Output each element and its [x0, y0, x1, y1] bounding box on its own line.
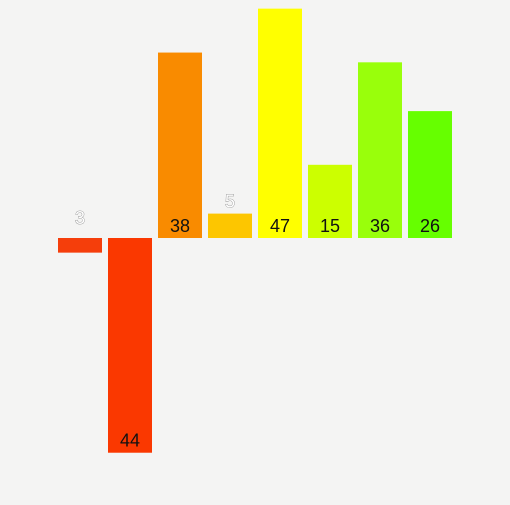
bar-1 [108, 238, 152, 453]
bars-layer [58, 8, 452, 453]
bar-0 [58, 238, 102, 253]
bar-5 [308, 164, 352, 238]
bar-3 [208, 213, 252, 238]
bar-label-1: 44 [120, 431, 140, 451]
bar-4 [258, 8, 302, 239]
bar-label-7: 26 [420, 216, 440, 236]
bar-label-0: 3 [75, 208, 85, 228]
bar-label-5: 15 [320, 216, 340, 236]
bar-label-3: 5 [225, 192, 235, 212]
bar-label-4: 47 [270, 216, 290, 236]
bar-6 [358, 62, 402, 238]
labels-layer: 3 44 38 5 47 15 36 26 [75, 191, 440, 451]
bar-7 [408, 111, 452, 238]
bar-2 [158, 52, 202, 239]
bar-label-2: 38 [170, 216, 190, 236]
bar-label-6: 36 [370, 216, 390, 236]
